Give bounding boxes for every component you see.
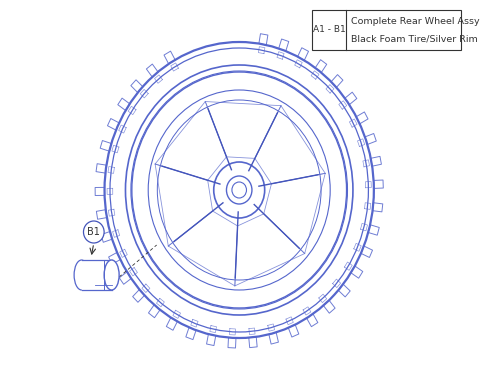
Circle shape <box>84 221 104 243</box>
Bar <box>312 10 460 50</box>
Text: Black Foam Tire/Silver Rim: Black Foam Tire/Silver Rim <box>351 34 478 43</box>
Text: Complete Rear Wheel Assy: Complete Rear Wheel Assy <box>351 18 480 26</box>
Text: B1: B1 <box>88 227 100 237</box>
Ellipse shape <box>214 162 264 218</box>
Ellipse shape <box>74 260 89 290</box>
Polygon shape <box>82 260 112 290</box>
Ellipse shape <box>104 260 119 290</box>
Text: A1 - B1: A1 - B1 <box>313 25 346 34</box>
